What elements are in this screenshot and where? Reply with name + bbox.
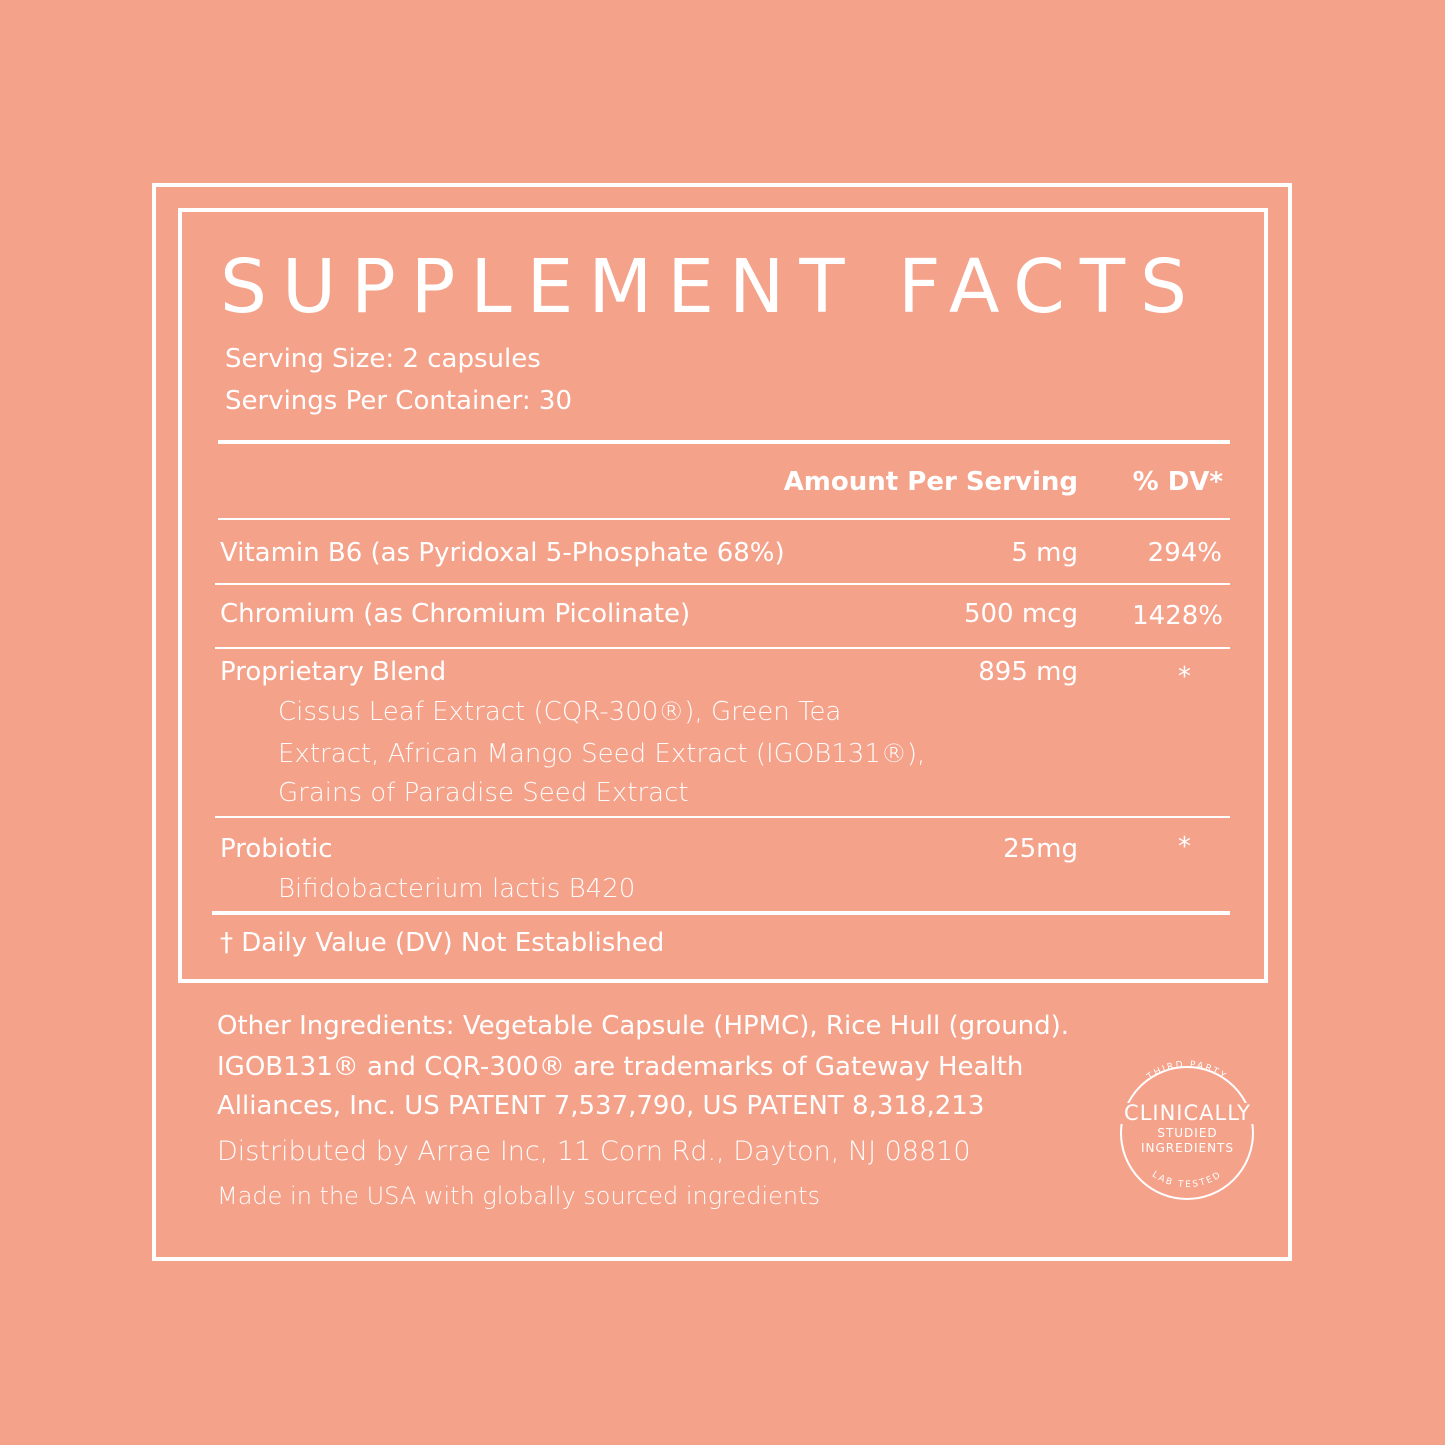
divider bbox=[215, 816, 1230, 818]
divider bbox=[218, 518, 1230, 520]
divider bbox=[215, 647, 1230, 649]
row-name: Proprietary Blend bbox=[220, 657, 447, 687]
serving-size: Serving Size: 2 capsules bbox=[225, 344, 541, 374]
row-amount: 895 mg bbox=[978, 657, 1078, 687]
header-amount: Amount Per Serving bbox=[783, 467, 1078, 497]
blend-ingredient-line: Grains of Paradise Seed Extract bbox=[278, 778, 689, 808]
header-dv: % DV* bbox=[1132, 467, 1223, 497]
probiotic-strain: Bifidobacterium lactis B420 bbox=[278, 874, 636, 904]
divider-thick bbox=[218, 440, 1230, 444]
seal-top-text: THIRD PARTY bbox=[1145, 1060, 1227, 1083]
divider bbox=[215, 583, 1230, 585]
row-dv: 294% bbox=[1147, 538, 1222, 568]
seal-line3: INGREDIENTS bbox=[1140, 1141, 1235, 1155]
row-name: Chromium (as Chromium Picolinate) bbox=[220, 599, 691, 629]
other-ingredients-line: Other Ingredients: Vegetable Capsule (HP… bbox=[217, 1011, 1070, 1041]
outer-border bbox=[152, 183, 1292, 1261]
blend-ingredient-line: Cissus Leaf Extract (CQR-300®), Green Te… bbox=[278, 697, 842, 727]
seal-main-text: CLINICALLY bbox=[1105, 1103, 1270, 1124]
row-name: Vitamin B6 (as Pyridoxal 5-Phosphate 68%… bbox=[220, 538, 785, 568]
footnote: † Daily Value (DV) Not Established bbox=[220, 928, 665, 958]
row-name: Probiotic bbox=[220, 834, 333, 864]
divider-thick bbox=[212, 911, 1230, 915]
distributed-by: Distributed by Arrae Inc, 11 Corn Rd., D… bbox=[217, 1136, 971, 1167]
other-ingredients-line: IGOB131® and CQR-300® are trademarks of … bbox=[217, 1052, 1024, 1082]
facts-panel-border bbox=[178, 208, 1268, 983]
made-in: Made in the USA with globally sourced in… bbox=[217, 1182, 821, 1210]
blend-ingredient-line: Extract, African Mango Seed Extract (IGO… bbox=[278, 739, 926, 769]
row-dv: * bbox=[1178, 662, 1191, 692]
seal-circle-icon: THIRD PARTY LAB TESTED bbox=[1120, 1060, 1254, 1200]
seal-bottom-text: LAB TESTED bbox=[1150, 1170, 1222, 1190]
svg-text:THIRD PARTY: THIRD PARTY bbox=[1145, 1060, 1229, 1083]
other-ingredients-line: Alliances, Inc. US PATENT 7,537,790, US … bbox=[217, 1091, 985, 1121]
clinically-studied-seal: THIRD PARTY LAB TESTED CLINICALLY STUDIE… bbox=[1105, 1045, 1270, 1210]
row-amount: 5 mg bbox=[1011, 538, 1078, 568]
row-amount: 500 mcg bbox=[963, 599, 1078, 629]
servings-per-container: Servings Per Container: 30 bbox=[225, 386, 573, 416]
svg-text:LAB TESTED: LAB TESTED bbox=[1150, 1170, 1224, 1190]
page-title: SUPPLEMENT FACTS bbox=[220, 244, 1202, 330]
row-amount: 25mg bbox=[1003, 834, 1078, 864]
seal-line2: STUDIED bbox=[1157, 1126, 1218, 1140]
row-dv: * bbox=[1178, 832, 1191, 862]
row-dv: 1428% bbox=[1132, 601, 1223, 631]
